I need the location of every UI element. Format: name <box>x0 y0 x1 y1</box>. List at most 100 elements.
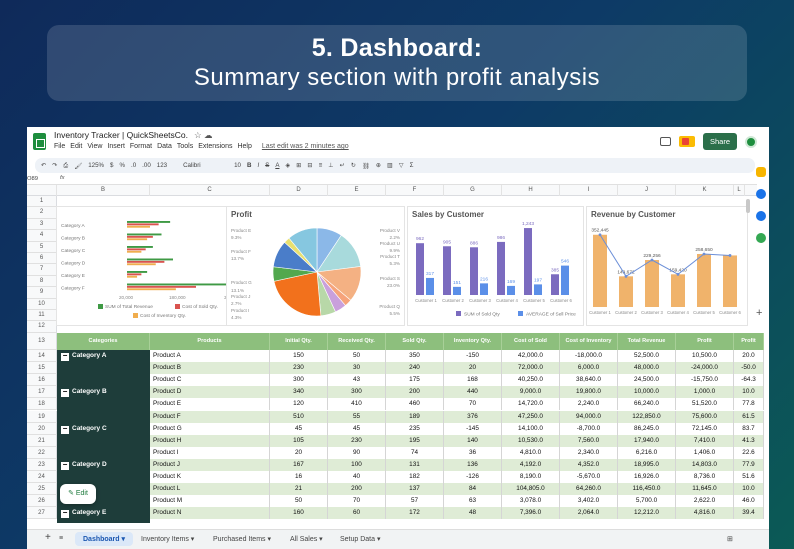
table-cell[interactable]: 2,340.0 <box>560 446 618 459</box>
table-cell[interactable]: 10.0 <box>734 386 764 399</box>
table-cell[interactable]: 14,720.0 <box>502 398 560 411</box>
paint-format-icon[interactable]: 🖌 <box>74 162 83 170</box>
row-header-7[interactable]: 7 <box>27 264 57 276</box>
row-header-11[interactable]: 11 <box>27 310 57 322</box>
table-cell[interactable]: 122,850.0 <box>618 410 676 423</box>
column-header-K[interactable]: K <box>676 185 734 196</box>
row-header-27[interactable]: 27 <box>27 507 57 520</box>
table-cell[interactable]: 51.6 <box>734 471 764 484</box>
table-cell[interactable]: 350 <box>386 350 444 363</box>
name-box[interactable]: O89 <box>27 176 38 182</box>
fill-color-icon[interactable]: ◈ <box>285 162 291 169</box>
borders-icon[interactable]: ⊞ <box>296 162 302 169</box>
share-button[interactable]: Share <box>702 133 737 150</box>
currency-button[interactable]: $ <box>110 162 114 169</box>
table-cell[interactable]: 10,000.0 <box>618 386 676 399</box>
menu-file[interactable]: File <box>54 143 66 150</box>
comment-add-icon[interactable]: ⊕ <box>375 162 382 169</box>
table-cell[interactable]: Product G <box>150 422 270 435</box>
table-cell[interactable]: 61.5 <box>734 410 764 423</box>
table-cell[interactable]: 72,145.0 <box>676 422 734 435</box>
table-cell[interactable]: 36 <box>444 446 502 459</box>
tasks-icon[interactable] <box>756 189 766 199</box>
category-label[interactable]: − Category B <box>57 386 107 398</box>
table-cell[interactable]: 5,700.0 <box>618 495 676 508</box>
menu-edit[interactable]: Edit <box>70 143 83 150</box>
table-cell[interactable]: Product L <box>150 483 270 496</box>
valign-icon[interactable]: ⊥ <box>328 162 334 169</box>
table-cell[interactable]: 45 <box>270 422 328 435</box>
chart-icon[interactable]: ▥ <box>387 162 393 169</box>
menu-view[interactable]: View <box>87 143 103 150</box>
table-cell[interactable]: 3,402.0 <box>560 495 618 508</box>
table-cell[interactable]: 70 <box>444 398 502 411</box>
table-cell[interactable]: 195 <box>386 434 444 447</box>
table-cell[interactable]: Product K <box>150 471 270 484</box>
table-cell[interactable]: 4,810.0 <box>502 446 560 459</box>
table-cell[interactable]: 72,000.0 <box>502 362 560 375</box>
table-cell[interactable]: 460 <box>386 398 444 411</box>
table-cell[interactable]: -5,670.0 <box>560 471 618 484</box>
table-cell[interactable]: 60 <box>328 507 386 520</box>
column-header-L[interactable]: L <box>734 185 745 196</box>
table-cell[interactable]: 77.9 <box>734 458 764 471</box>
row-header-19[interactable]: 19 <box>27 410 57 423</box>
redo-icon[interactable]: ↷ <box>52 162 58 169</box>
sheets-logo-icon[interactable] <box>33 133 46 150</box>
table-cell[interactable]: 46.0 <box>734 495 764 508</box>
add-sheet-icon[interactable]: + <box>45 532 51 543</box>
merge-icon[interactable]: ⊟ <box>307 162 313 169</box>
row-header-20[interactable]: 20 <box>27 422 57 435</box>
table-cell[interactable]: 45 <box>328 422 386 435</box>
table-cell[interactable]: 160 <box>270 507 328 520</box>
table-cell[interactable]: Product E <box>150 398 270 411</box>
menu-tools[interactable]: Tools <box>176 143 194 150</box>
collapse-icon[interactable]: − <box>61 351 69 361</box>
table-cell[interactable]: 230 <box>328 434 386 447</box>
table-cell[interactable]: 43 <box>328 374 386 387</box>
table-cell[interactable]: 4,192.0 <box>502 458 560 471</box>
table-cell[interactable]: 172 <box>386 507 444 520</box>
percent-button[interactable]: % <box>119 162 125 169</box>
column-header-F[interactable]: F <box>386 185 444 196</box>
row-header-2[interactable]: 2 <box>27 207 57 219</box>
avatar[interactable] <box>745 135 757 148</box>
sum-icon[interactable]: Σ <box>409 162 414 169</box>
table-cell[interactable]: 300 <box>270 374 328 387</box>
column-header-B[interactable]: B <box>57 185 150 196</box>
table-cell[interactable]: -15,750.0 <box>676 374 734 387</box>
table-cell[interactable]: 18,995.0 <box>618 458 676 471</box>
column-header-H[interactable]: H <box>502 185 560 196</box>
table-cell[interactable]: -24,000.0 <box>676 362 734 375</box>
table-cell[interactable]: 2,240.0 <box>560 398 618 411</box>
tab-purchased-items[interactable]: Purchased Items ▾ <box>213 536 271 543</box>
table-cell[interactable]: 230 <box>270 362 328 375</box>
table-cell[interactable]: 12,212.0 <box>618 507 676 520</box>
table-cell[interactable]: 20.0 <box>734 350 764 363</box>
table-cell[interactable]: 30 <box>328 362 386 375</box>
table-cell[interactable]: 63 <box>444 495 502 508</box>
table-cell[interactable]: 11,645.0 <box>676 483 734 496</box>
table-cell[interactable]: 340 <box>270 386 328 399</box>
table-cell[interactable]: 83.7 <box>734 422 764 435</box>
print-icon[interactable]: ⎙ <box>63 161 69 169</box>
wrap-icon[interactable]: ↵ <box>339 162 345 169</box>
row-header-26[interactable]: 26 <box>27 495 57 508</box>
category-label[interactable]: − Category D <box>57 459 107 471</box>
table-cell[interactable]: 167 <box>270 458 328 471</box>
table-cell[interactable]: 77.8 <box>734 398 764 411</box>
row-header-10[interactable]: 10 <box>27 298 57 310</box>
table-cell[interactable]: 21 <box>270 483 328 496</box>
row-header-13[interactable]: 13 <box>27 333 57 350</box>
add-addon-icon[interactable]: + <box>756 307 763 319</box>
row-header-25[interactable]: 25 <box>27 483 57 496</box>
table-cell[interactable]: 7,410.0 <box>676 434 734 447</box>
table-cell[interactable]: 7,560.0 <box>560 434 618 447</box>
table-cell[interactable]: 20 <box>270 446 328 459</box>
table-cell[interactable]: Product B <box>150 362 270 375</box>
table-cell[interactable]: 200 <box>386 386 444 399</box>
all-sheets-icon[interactable]: ≡ <box>59 535 64 542</box>
table-cell[interactable]: 136 <box>444 458 502 471</box>
table-cell[interactable]: 235 <box>386 422 444 435</box>
table-cell[interactable]: 9,000.0 <box>502 386 560 399</box>
